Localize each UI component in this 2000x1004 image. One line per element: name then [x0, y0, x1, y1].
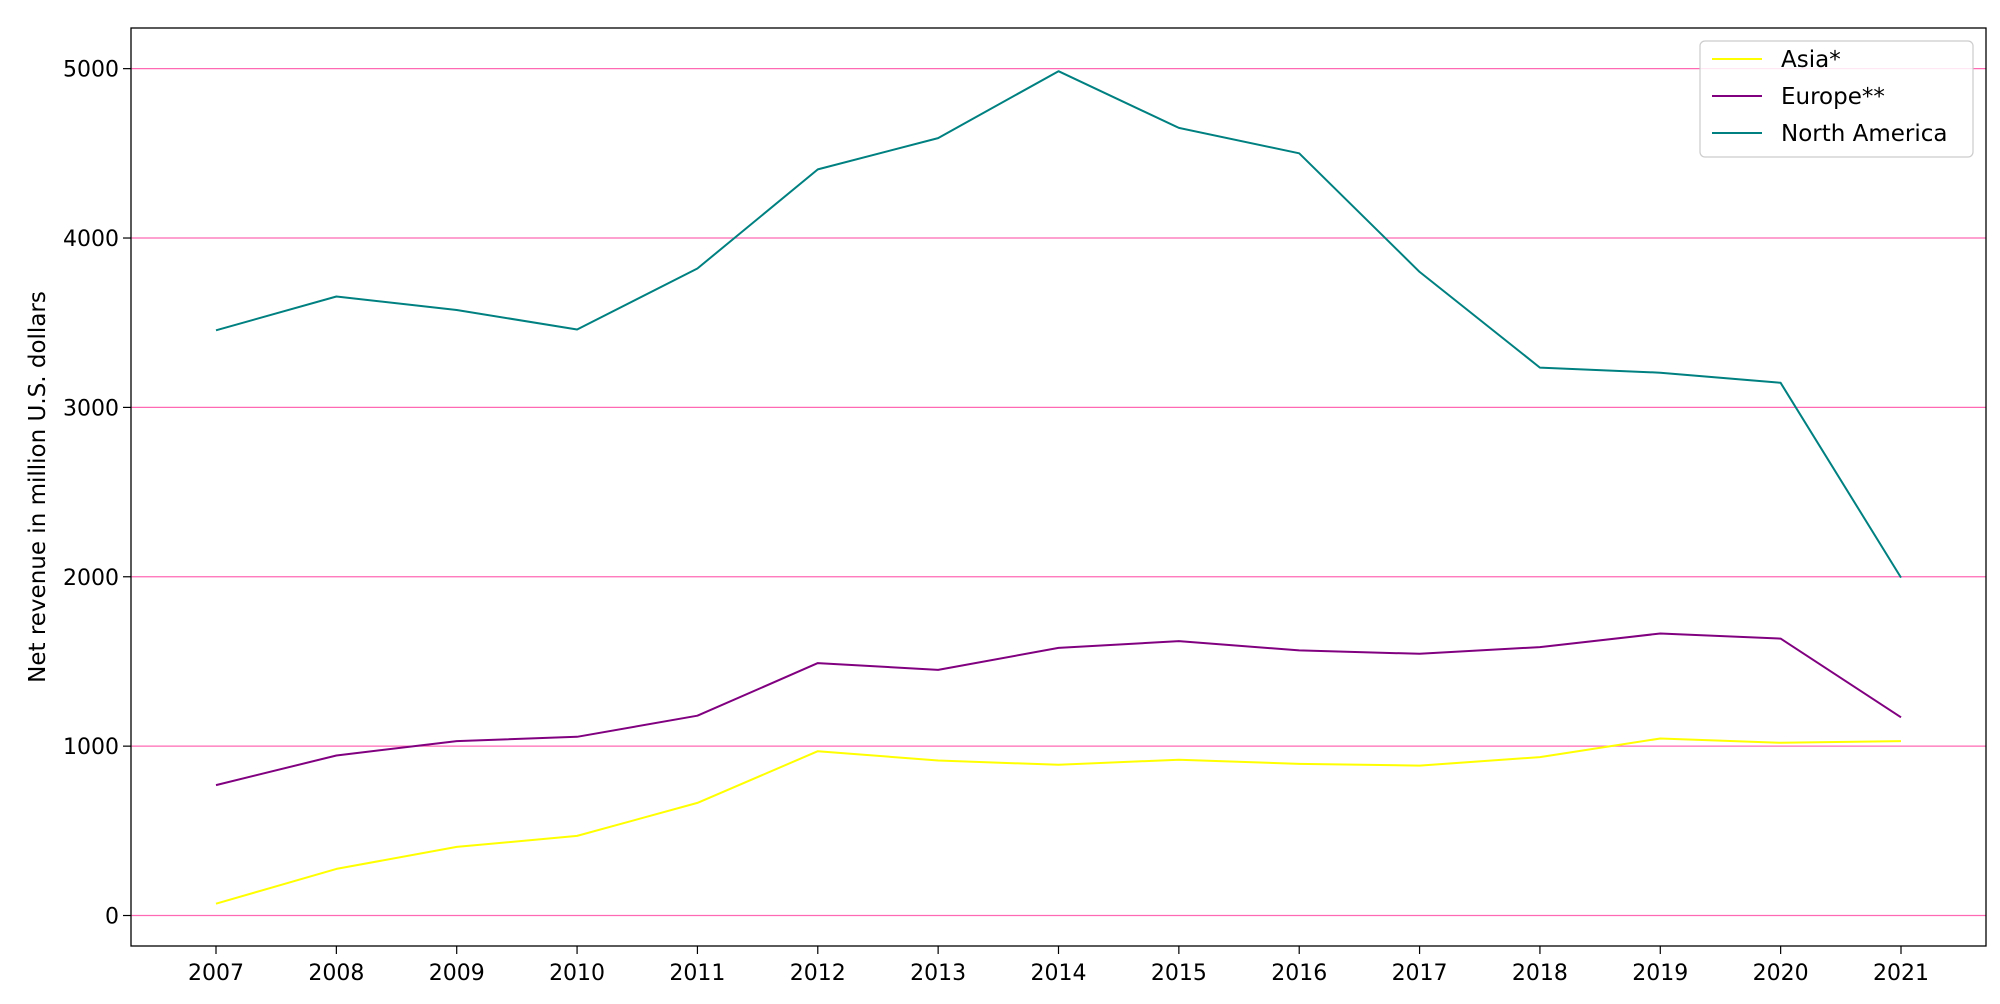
x-tick-label: 2012 [790, 961, 846, 986]
gridlines [131, 68, 1986, 917]
legend: Asia* Europe** North America [1699, 40, 1974, 158]
legend-box [1699, 40, 1974, 158]
series-lines [215, 70, 1902, 905]
y-tick-label: 2000 [63, 566, 119, 591]
x-tick-label: 2021 [1873, 961, 1929, 986]
x-tick-label: 2009 [429, 961, 485, 986]
y-tick-label: 4000 [63, 227, 119, 252]
x-tick-label: 2020 [1753, 961, 1809, 986]
x-tick-label: 2011 [669, 961, 725, 986]
x-tick-label: 2015 [1151, 961, 1207, 986]
legend-label-asia: Asia* [1781, 47, 1841, 73]
legend-label-north-america: North America [1781, 121, 1948, 147]
y-axis: 0 1000 2000 3000 4000 5000 [63, 58, 131, 930]
x-tick-label: 2007 [188, 961, 244, 986]
series-line-north-america [215, 70, 1902, 579]
y-tick-label: 1000 [63, 735, 119, 760]
x-tick-label: 2017 [1392, 961, 1448, 986]
y-tick-label: 5000 [63, 58, 119, 83]
y-axis-title: Net revenue in million U.S. dollars [25, 291, 51, 683]
x-tick-label: 2008 [308, 961, 364, 986]
x-axis: 2007 2008 2009 2010 2011 2012 2013 2014 2015 2016… [188, 946, 1929, 986]
x-tick-label: 2019 [1632, 961, 1688, 986]
series-line-europe [215, 632, 1902, 787]
y-tick-label: 0 [105, 905, 119, 930]
x-tick-label: 2016 [1271, 961, 1327, 986]
x-tick-label: 2014 [1031, 961, 1087, 986]
plot-area-frame [130, 27, 1987, 947]
y-tick-label: 3000 [63, 396, 119, 421]
x-tick-label: 2013 [910, 961, 966, 986]
legend-label-europe: Europe** [1781, 84, 1885, 110]
x-tick-label: 2018 [1512, 961, 1568, 986]
series-line-asia [215, 737, 1902, 905]
x-tick-label: 2010 [549, 961, 605, 986]
